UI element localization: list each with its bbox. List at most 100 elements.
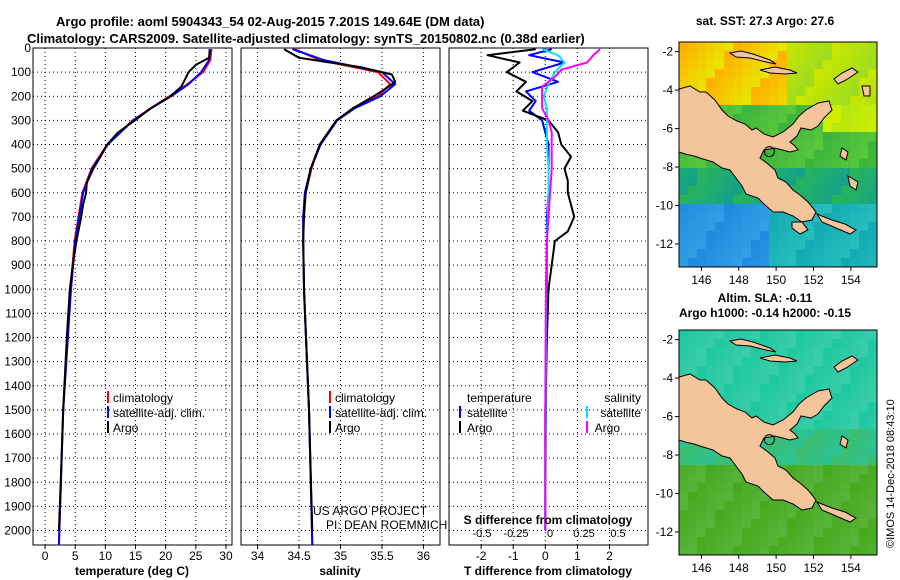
heatmap-cell: [823, 177, 833, 187]
legend-label: climatology: [113, 391, 173, 405]
heatmap-cell: [805, 483, 815, 493]
heatmap-cell: [859, 69, 869, 79]
heatmap-cell: [832, 141, 842, 151]
legend-label: satellite-adj. clim.: [335, 406, 427, 420]
heatmap-cell: [742, 537, 752, 547]
heatmap-cell: [742, 375, 752, 385]
heatmap-cell: [868, 411, 877, 421]
x-tick-label: 34: [251, 549, 265, 563]
heatmap-cell: [814, 96, 824, 106]
heatmap-cell: [850, 213, 860, 223]
heatmap-cell: [697, 249, 707, 259]
heatmap-cell: [823, 195, 833, 205]
heatmap-cell: [859, 366, 869, 376]
heatmap-cell: [850, 384, 860, 394]
heatmap-cell: [724, 348, 734, 358]
heatmap-cell: [787, 42, 797, 52]
heatmap-cell: [841, 42, 851, 52]
heatmap-cell: [796, 366, 806, 376]
heatmap-cell: [814, 519, 824, 529]
heatmap-cell: [751, 114, 761, 124]
heatmap-cell: [850, 465, 860, 475]
heatmap-cell: [787, 348, 797, 358]
heatmap-cell: [751, 258, 761, 267]
heatmap-cell: [859, 519, 869, 529]
heatmap-cell: [823, 519, 833, 529]
heatmap-cell: [841, 366, 851, 376]
heatmap-cell: [760, 330, 770, 340]
heatmap-cell: [769, 411, 779, 421]
heatmap-cell: [679, 258, 689, 267]
heatmap-cell: [733, 231, 743, 241]
heatmap-cell: [769, 78, 779, 88]
heatmap-cell: [805, 348, 815, 358]
heatmap-cell: [715, 204, 725, 214]
heatmap-cell: [814, 195, 824, 205]
x-tick-label: -2: [476, 549, 487, 563]
heatmap-cell: [688, 69, 698, 79]
heatmap-cell: [832, 204, 842, 214]
heatmap-cell: [814, 69, 824, 79]
heatmap-cell: [868, 249, 877, 259]
heatmap-cell: [841, 105, 851, 115]
heatmap-cell: [751, 240, 761, 250]
heatmap-cell: [859, 222, 869, 232]
heatmap-cell: [742, 384, 752, 394]
heatmap-cell: [697, 258, 707, 267]
x-tick-label: 1: [574, 549, 581, 563]
heatmap-cell: [715, 474, 725, 484]
heatmap-cell: [697, 483, 707, 493]
heatmap-cell: [733, 501, 743, 511]
heatmap-cell: [859, 510, 869, 520]
heatmap-cell: [832, 537, 842, 547]
heatmap-cell: [841, 141, 851, 151]
heatmap-cell: [688, 168, 698, 178]
heatmap-cell: [832, 519, 842, 529]
pi-annotation: PI: DEAN ROEMMICH: [326, 518, 447, 532]
x-tick-label: 20: [159, 549, 173, 563]
heatmap-cell: [769, 42, 779, 52]
heatmap-cell: [868, 339, 877, 349]
heatmap-cell: [724, 42, 734, 52]
heatmap-cell: [868, 132, 877, 142]
depth-tick-label: 700: [11, 210, 31, 224]
sla-map-title-1: Altim. SLA: -0.11: [718, 291, 813, 305]
heatmap-cell: [868, 492, 877, 502]
heatmap-cell: [715, 168, 725, 178]
heatmap-cell: [841, 123, 851, 133]
heatmap-cell: [778, 375, 788, 385]
heatmap-cell: [814, 87, 824, 97]
heatmap-cell: [823, 204, 833, 214]
heatmap-cell: [760, 150, 770, 160]
heatmap-cell: [751, 357, 761, 367]
heatmap-cell: [742, 249, 752, 259]
heatmap-cell: [769, 510, 779, 520]
heatmap-cell: [760, 438, 770, 448]
heatmap-cell: [832, 447, 842, 457]
heatmap-cell: [715, 186, 725, 196]
heatmap-cell: [715, 528, 725, 538]
heatmap-cell: [679, 51, 689, 61]
heatmap-cell: [697, 456, 707, 466]
heatmap-cell: [706, 51, 716, 61]
heatmap-cell: [859, 204, 869, 214]
heatmap-cell: [859, 501, 869, 511]
heatmap-cell: [832, 96, 842, 106]
heatmap-cell: [859, 132, 869, 142]
heatmap-cell: [778, 114, 788, 124]
lat-tick-label: -6: [662, 410, 673, 424]
lat-tick-label: -2: [662, 45, 673, 59]
heatmap-cell: [787, 240, 797, 250]
heatmap-cell: [742, 105, 752, 115]
heatmap-cell: [679, 42, 689, 52]
heatmap-cell: [688, 492, 698, 502]
heatmap-cell: [742, 330, 752, 340]
heatmap-cell: [796, 78, 806, 88]
depth-tick-label: 100: [11, 65, 31, 79]
heatmap-cell: [679, 168, 689, 178]
heatmap-cell: [841, 96, 851, 106]
heatmap-cell: [868, 483, 877, 493]
heatmap-cell: [796, 393, 806, 403]
heatmap-cell: [724, 366, 734, 376]
difference-lines: [486, 48, 601, 531]
